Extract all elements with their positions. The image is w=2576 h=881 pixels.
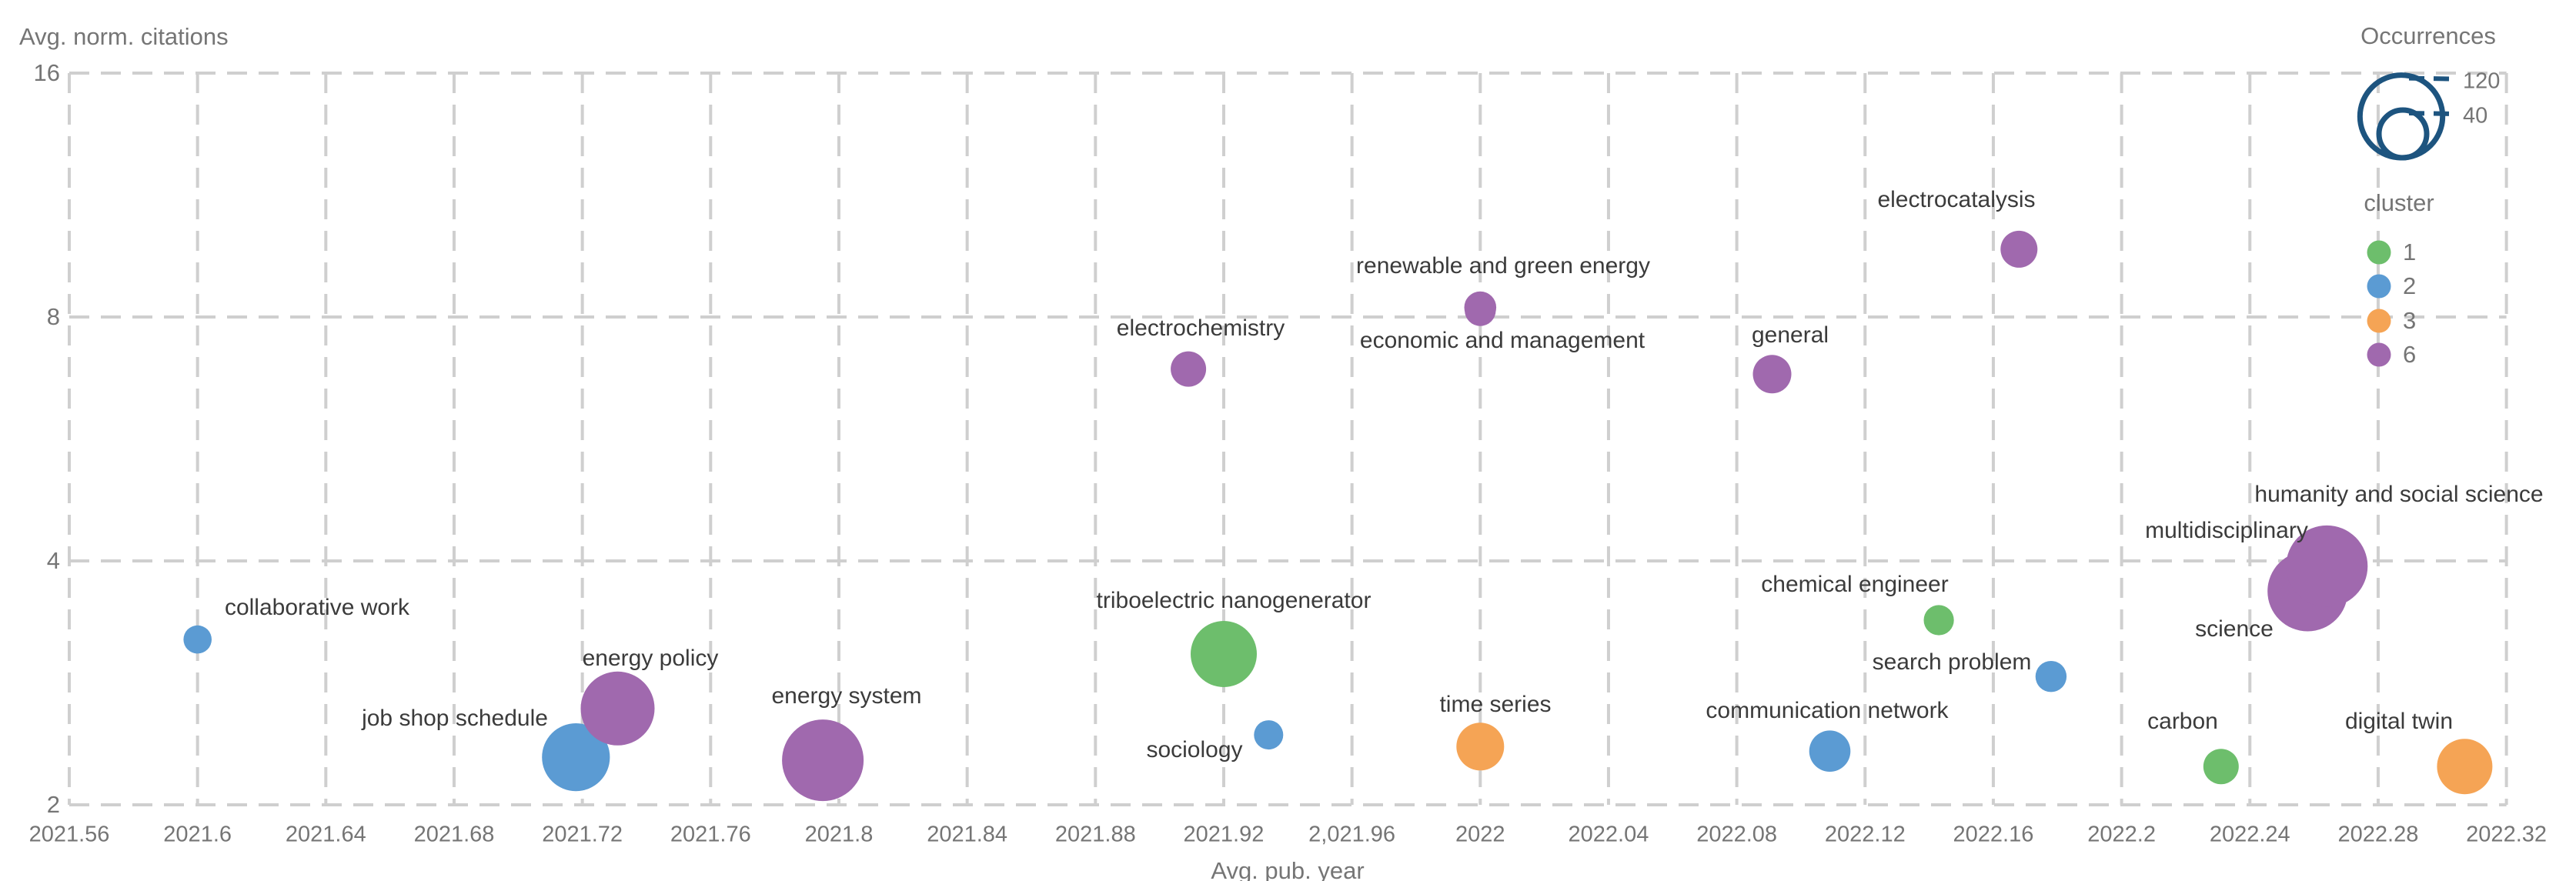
bubble-communication-network[interactable] bbox=[1809, 730, 1851, 772]
bubble-search-problem[interactable] bbox=[2035, 661, 2067, 692]
bubble-energy-system[interactable] bbox=[782, 719, 864, 802]
gridlines bbox=[68, 72, 2508, 806]
bubble-electrochemistry[interactable] bbox=[1171, 351, 1207, 387]
bubble-renewable-and-green-energy[interactable] bbox=[1464, 291, 1497, 324]
bubble-humanity-and-social-science[interactable] bbox=[2286, 525, 2368, 607]
bubble-collaborative-work[interactable] bbox=[183, 625, 212, 654]
bubble-electrocatalysis[interactable] bbox=[2000, 230, 2038, 268]
bubble-sociology[interactable] bbox=[1254, 720, 1284, 750]
occurrence-legend-circle-40 bbox=[2376, 107, 2430, 161]
bubble-carbon[interactable] bbox=[2203, 749, 2239, 785]
bubbles bbox=[183, 230, 2493, 802]
occurrence-legend-leader-120 bbox=[2408, 75, 2457, 82]
bubble-general[interactable] bbox=[1752, 355, 1792, 394]
bubble-triboelectric-nanogenerator[interactable] bbox=[1191, 621, 1257, 687]
occurrence-legend-circle-120 bbox=[2357, 72, 2446, 161]
occurrence-legend-leader-40 bbox=[2408, 111, 2457, 117]
occurrences-legend bbox=[2357, 72, 2457, 161]
bubble-job-shop-schedule[interactable] bbox=[542, 723, 610, 792]
bubble-energy-policy[interactable] bbox=[580, 671, 655, 746]
bubble-time-series[interactable] bbox=[1456, 722, 1505, 771]
bubble-digital-twin[interactable] bbox=[2437, 739, 2493, 795]
bubble-chemical-engineer[interactable] bbox=[1923, 605, 1954, 636]
